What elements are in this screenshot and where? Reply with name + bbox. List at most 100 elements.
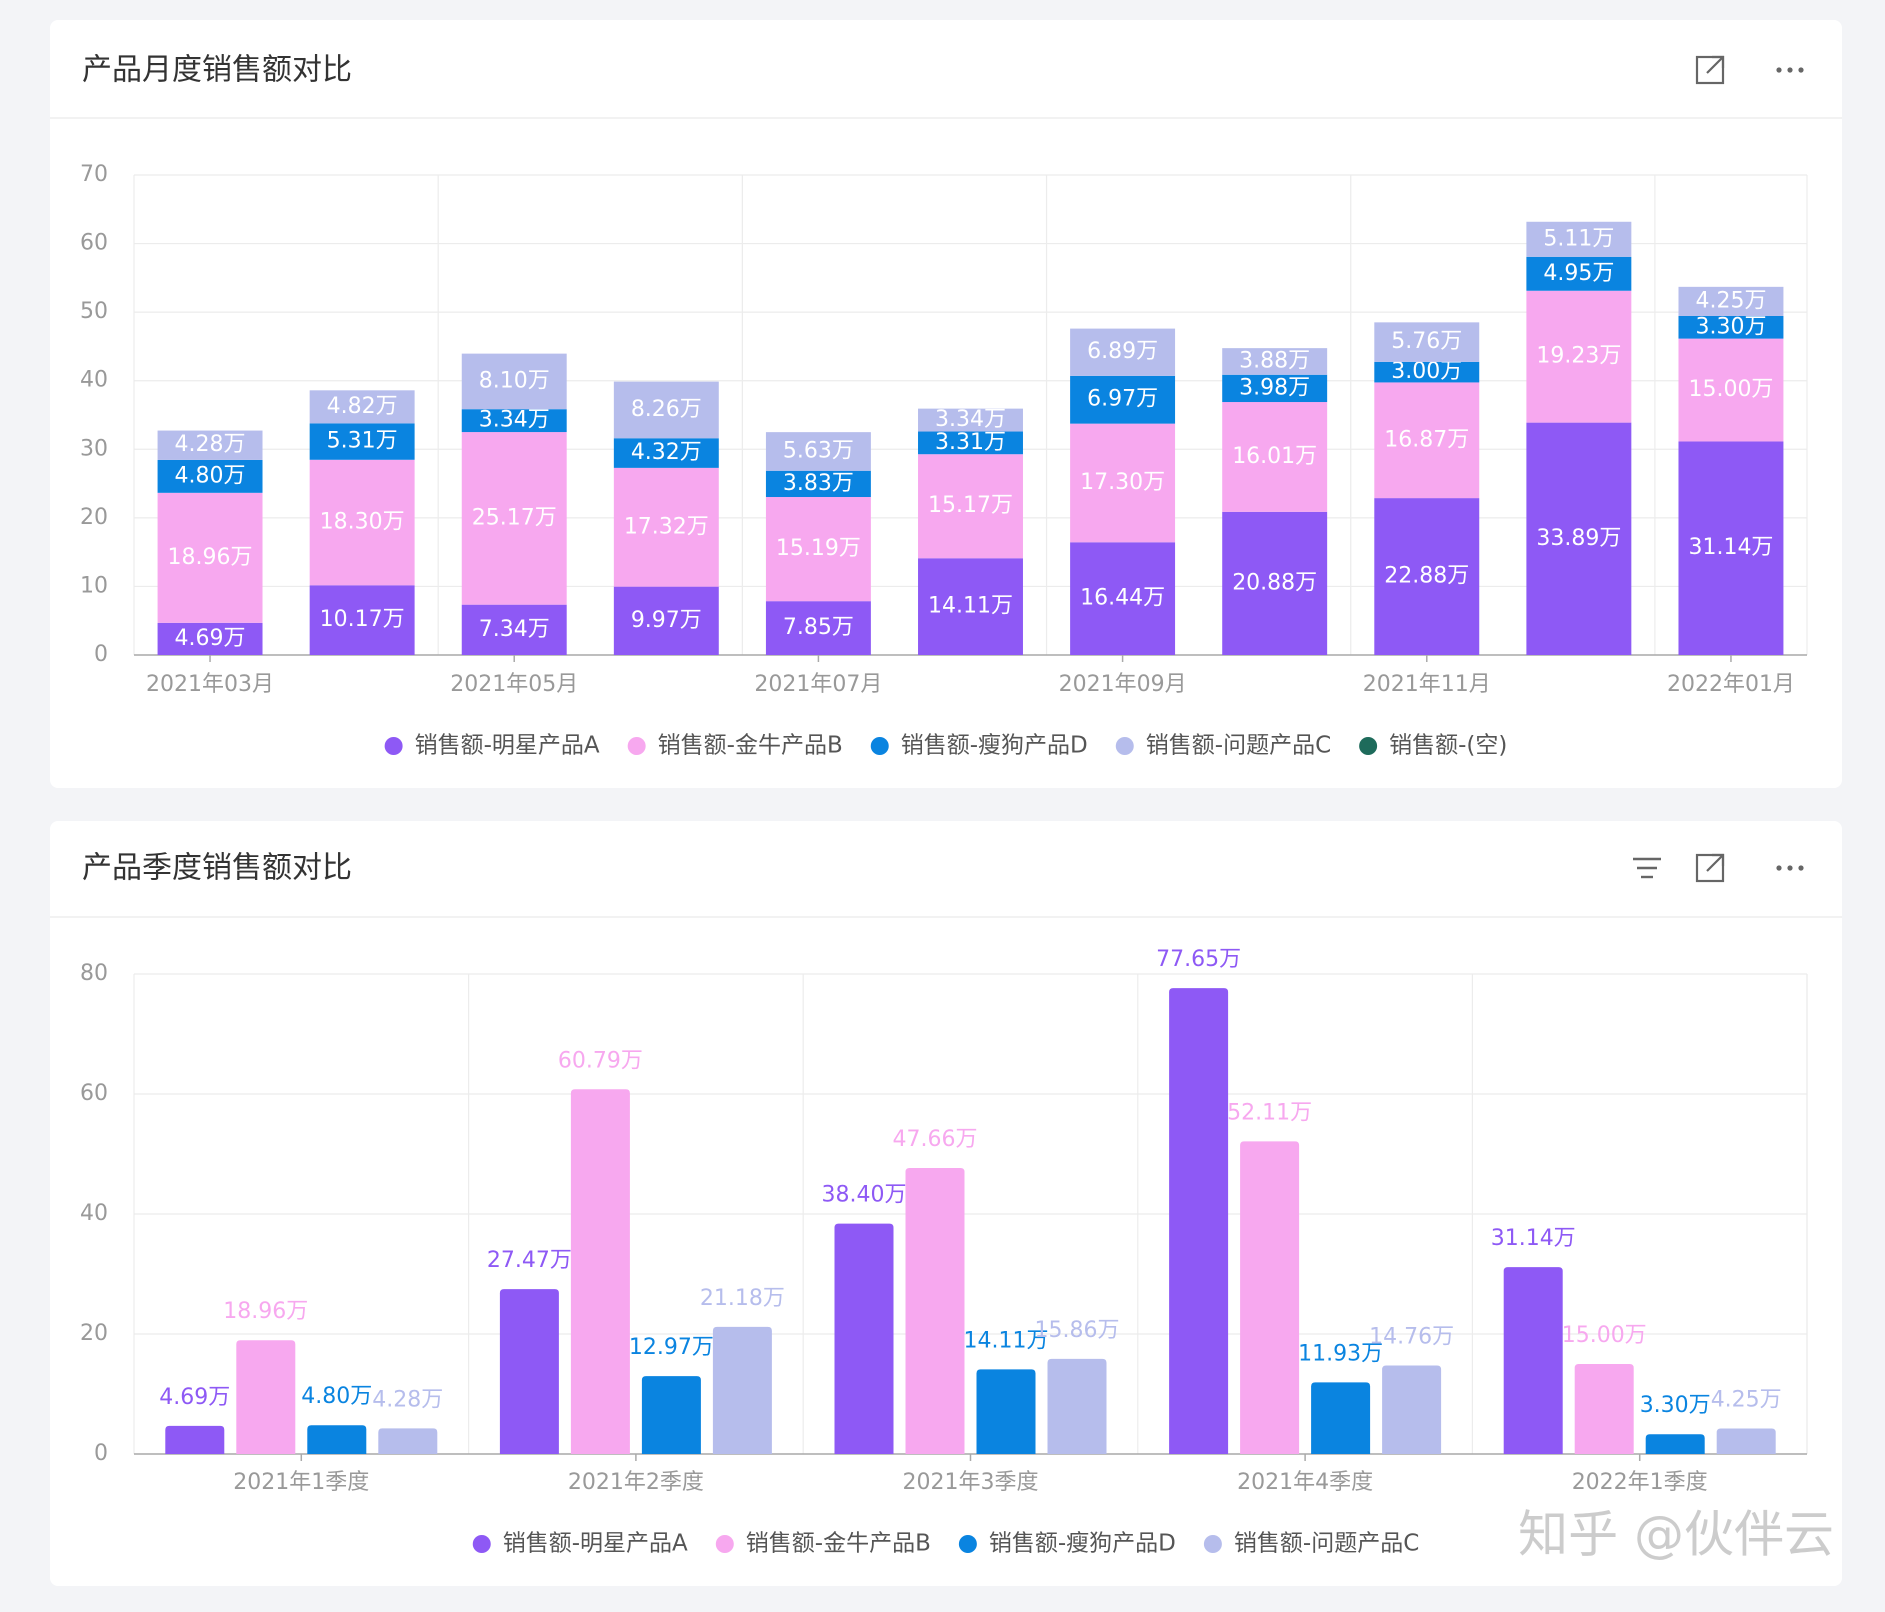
y-tick-label: 50 — [80, 299, 108, 324]
x-tick-label: 2021年03月 — [146, 672, 274, 697]
data-label: 3.34万 — [479, 408, 550, 433]
legend-label: 销售额-问题产品C — [1234, 1531, 1419, 1557]
data-label: 22.88万 — [1384, 564, 1469, 589]
data-label: 4.28万 — [175, 432, 246, 457]
y-tick-label: 80 — [80, 961, 108, 986]
x-tick-label: 2021年4季度 — [1237, 1470, 1373, 1495]
x-tick-label: 2021年11月 — [1363, 672, 1491, 697]
data-label: 15.19万 — [776, 536, 861, 561]
chart-title: 产品季度销售额对比 — [82, 851, 352, 886]
y-tick-label: 30 — [80, 436, 108, 461]
bar-segment — [765, 497, 871, 602]
data-label: 15.17万 — [928, 493, 1013, 518]
bar — [236, 1340, 296, 1454]
data-label: 52.11万 — [1227, 1100, 1312, 1125]
data-label: 14.11万 — [964, 1328, 1049, 1353]
legend-label: 销售额-明星产品A — [415, 733, 600, 759]
bar-segment — [765, 601, 871, 655]
data-label: 7.34万 — [479, 617, 550, 642]
bar-segment — [613, 438, 719, 468]
bar — [307, 1425, 367, 1454]
legend-label: 销售额-金牛产品B — [658, 733, 843, 759]
data-label: 11.93万 — [1298, 1341, 1383, 1366]
export-icon[interactable] — [1695, 55, 1725, 85]
bar-segment — [309, 459, 415, 586]
data-label: 3.34万 — [935, 407, 1006, 432]
data-label: 6.97万 — [1087, 387, 1158, 412]
data-label: 21.18万 — [700, 1286, 785, 1311]
legend-marker — [472, 1535, 491, 1553]
bar-segment — [613, 381, 719, 439]
data-label: 4.69万 — [175, 626, 246, 651]
data-label: 4.80万 — [175, 463, 246, 488]
bar — [165, 1425, 225, 1454]
data-label: 8.10万 — [479, 368, 550, 393]
bar — [1574, 1364, 1634, 1454]
bar — [499, 1289, 559, 1454]
bar — [641, 1376, 701, 1454]
bar — [1047, 1358, 1107, 1454]
bar-segment — [765, 432, 871, 471]
data-label: 38.40万 — [822, 1183, 907, 1208]
bar-segment — [918, 558, 1023, 655]
bar-segment — [1526, 422, 1632, 655]
bar-segment — [157, 430, 263, 460]
bar-segment — [309, 423, 415, 460]
data-label: 60.79万 — [558, 1048, 643, 1073]
data-label: 15.00万 — [1688, 377, 1773, 402]
filter-icon[interactable] — [1633, 857, 1661, 879]
export-icon[interactable] — [1695, 853, 1725, 883]
y-tick-label: 70 — [80, 162, 108, 187]
bar — [1716, 1428, 1776, 1454]
bar-segment — [1070, 375, 1176, 424]
bar-segment — [1070, 328, 1176, 376]
data-label: 3.98万 — [1239, 375, 1310, 400]
data-label: 77.65万 — [1156, 947, 1241, 972]
x-tick-label: 2021年1季度 — [233, 1470, 369, 1495]
data-label: 5.11万 — [1543, 226, 1614, 251]
data-label: 16.87万 — [1384, 427, 1469, 452]
data-label: 14.76万 — [1369, 1324, 1454, 1349]
bar — [378, 1428, 438, 1454]
data-label: 16.01万 — [1232, 444, 1317, 469]
data-label: 4.69万 — [159, 1385, 230, 1410]
bar-segment — [1678, 441, 1784, 655]
legend-marker — [958, 1535, 977, 1553]
bar — [1311, 1382, 1371, 1454]
legend-label: 销售额-问题产品C — [1146, 733, 1331, 759]
legend-label: 销售额-金牛产品B — [746, 1531, 931, 1557]
bar-segment — [157, 492, 263, 623]
bar-segment — [918, 454, 1023, 559]
data-label: 7.85万 — [783, 615, 854, 640]
bar — [834, 1223, 894, 1454]
bar — [1503, 1267, 1563, 1454]
data-label: 18.30万 — [320, 510, 405, 535]
x-tick-label: 2021年05月 — [450, 672, 578, 697]
bar — [1169, 988, 1229, 1454]
more-icon[interactable] — [1776, 67, 1804, 73]
bar-segment — [613, 467, 719, 587]
bar — [1240, 1141, 1300, 1454]
legend-label: 销售额-瘦狗产品D — [989, 1531, 1176, 1557]
data-label: 12.97万 — [629, 1335, 714, 1360]
bar — [905, 1168, 965, 1454]
bar-segment — [765, 470, 871, 498]
legend-label: 销售额-明星产品A — [503, 1531, 688, 1557]
y-tick-label: 60 — [80, 231, 108, 256]
legend-marker — [870, 737, 889, 755]
bar-segment — [918, 408, 1023, 432]
bar-segment — [157, 459, 263, 493]
data-label: 3.88万 — [1239, 348, 1310, 373]
data-label: 17.30万 — [1080, 470, 1165, 495]
more-icon[interactable] — [1776, 865, 1804, 871]
data-label: 33.89万 — [1536, 526, 1621, 551]
x-tick-label: 2021年3季度 — [903, 1470, 1039, 1495]
bar-segment — [1526, 221, 1632, 257]
data-label: 5.63万 — [783, 438, 854, 463]
x-tick-label: 2021年07月 — [754, 672, 882, 697]
legend-label: 销售额-瘦狗产品D — [901, 733, 1088, 759]
data-label: 9.97万 — [631, 608, 702, 633]
y-tick-label: 20 — [80, 1321, 108, 1346]
bar-segment — [1678, 315, 1784, 339]
